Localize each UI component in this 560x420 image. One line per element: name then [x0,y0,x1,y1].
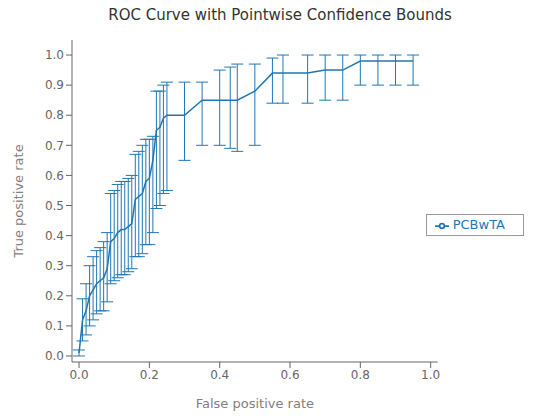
svg-text:0.5: 0.5 [45,199,64,213]
svg-text:0.2: 0.2 [45,289,64,303]
svg-text:0.4: 0.4 [45,229,64,243]
svg-text:False positive rate: False positive rate [196,396,314,411]
html-text:PCBwTA: PCBwTA [452,217,505,233]
svg-text:0.2: 0.2 [140,368,159,382]
svg-text:0.1: 0.1 [45,319,64,333]
svg-text:0.4: 0.4 [210,368,229,382]
svg-text:0.3: 0.3 [45,259,64,273]
svg-text:0.6: 0.6 [45,169,64,183]
svg-text:0.8: 0.8 [351,368,370,382]
svg-text:0.0: 0.0 [45,349,64,363]
svg-text:0.7: 0.7 [45,139,64,153]
svg-text:1.0: 1.0 [45,48,64,62]
svg-text:0.0: 0.0 [69,368,88,382]
svg-text:1.0: 1.0 [421,368,440,382]
svg-text:0.6: 0.6 [280,368,299,382]
html-text:ROC Curve with Pointwise Confi: ROC Curve with Pointwise Confidence Boun… [108,6,452,24]
svg-text:True positive rate: True positive rate [11,144,26,258]
svg-text:0.9: 0.9 [45,78,64,92]
svg-text:0.8: 0.8 [45,108,64,122]
